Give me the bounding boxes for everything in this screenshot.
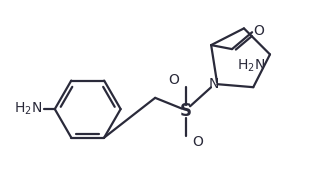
Text: O: O	[254, 24, 264, 38]
Text: N: N	[209, 77, 219, 91]
Text: H$_2$N: H$_2$N	[14, 101, 42, 117]
Text: H$_2$N: H$_2$N	[237, 58, 265, 74]
Text: O: O	[169, 73, 179, 87]
Text: S: S	[180, 102, 192, 120]
Text: O: O	[193, 135, 204, 149]
